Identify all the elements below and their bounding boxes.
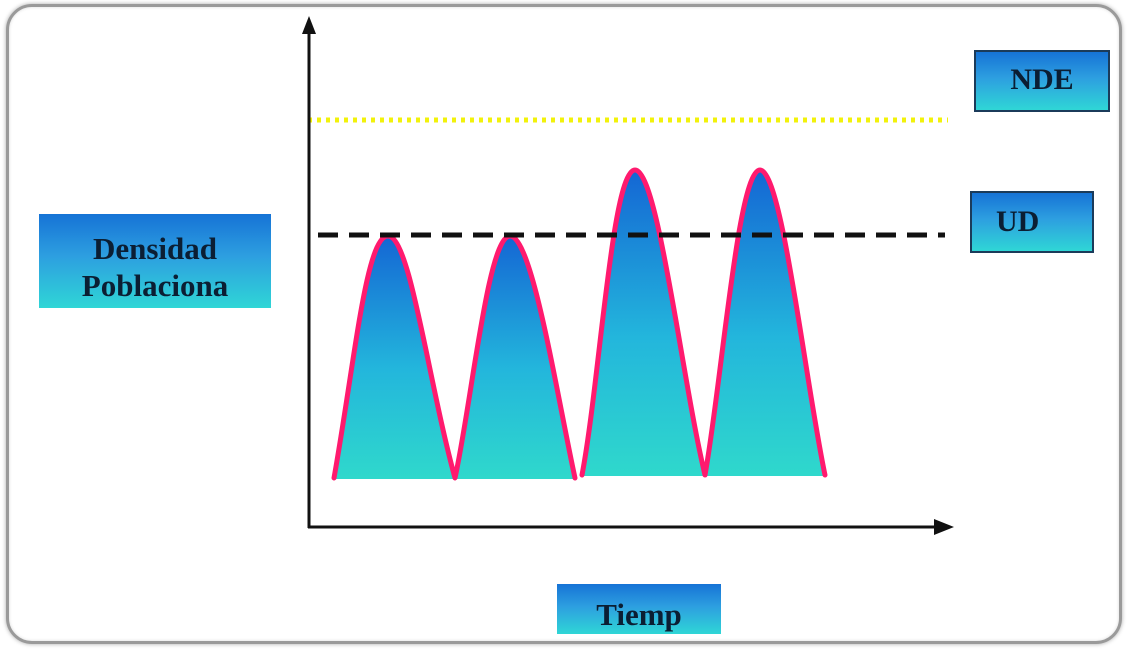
nde-label: NDE (974, 50, 1110, 112)
ud-label: UD (970, 191, 1094, 253)
x-axis-label: Tiemp (557, 584, 721, 634)
peak-fill-2 (455, 236, 575, 478)
population-curve-1 (331, 233, 578, 481)
slide-frame (6, 4, 1122, 644)
x-axis-arrow-icon (934, 519, 954, 535)
y-axis-arrow-icon (302, 16, 316, 34)
population-curve-2 (579, 167, 828, 478)
y-axis-label: Densidad Poblaciona (39, 214, 271, 308)
peak-fill-4 (705, 170, 825, 475)
